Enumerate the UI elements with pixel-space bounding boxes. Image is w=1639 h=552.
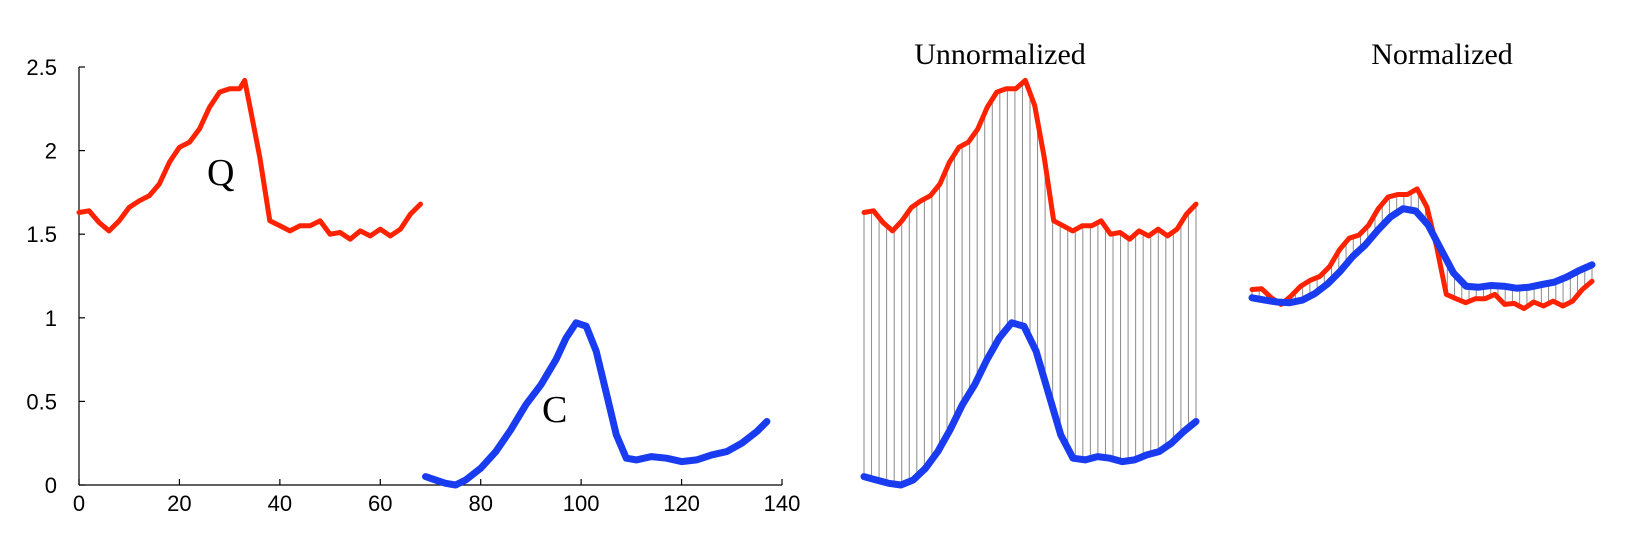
panel-normalized: Normalized (1248, 38, 1596, 312)
x-tick-label: 0 (73, 491, 85, 516)
x-tick-label: 40 (268, 491, 292, 516)
series-line-c (422, 319, 771, 489)
alignment-lines (1251, 191, 1593, 307)
series-label-c: C (542, 389, 567, 431)
panel-title-normalized: Normalized (1371, 38, 1513, 71)
x-tick-label: 60 (368, 491, 392, 516)
y-tick-label: 0.5 (26, 389, 57, 414)
series-lines (1248, 186, 1596, 312)
panel-unnormalized: Unnormalized (860, 38, 1200, 489)
axis-ticks: 0 20 40 60 80 100 120 140 0 0.5 1 1.5 2 2.5 (26, 55, 800, 516)
series-line-c (860, 319, 1200, 489)
x-tick-label: 100 (563, 491, 600, 516)
y-tick-label: 0 (45, 473, 57, 498)
series-label-q: Q (207, 152, 234, 194)
y-tick-label: 2 (45, 139, 57, 164)
x-tick-label: 20 (167, 491, 191, 516)
series-lines (76, 77, 771, 489)
series-line-q (1249, 186, 1595, 312)
y-tick-label: 1 (45, 306, 57, 331)
x-tick-label: 140 (764, 491, 801, 516)
x-tick-label: 120 (663, 491, 700, 516)
panel-raw-series: 0 20 40 60 80 100 120 140 0 0.5 1 1.5 2 2.5 Q C (26, 55, 800, 516)
series-line-q (861, 77, 1199, 242)
panel-title-unnormalized: Unnormalized (914, 38, 1086, 71)
series-lines (860, 77, 1200, 489)
alignment-lines (863, 82, 1197, 485)
series-line-q (76, 77, 423, 242)
x-tick-label: 80 (468, 491, 492, 516)
series-line-c (1248, 205, 1596, 307)
y-tick-label: 1.5 (26, 222, 57, 247)
y-tick-label: 2.5 (26, 55, 57, 80)
